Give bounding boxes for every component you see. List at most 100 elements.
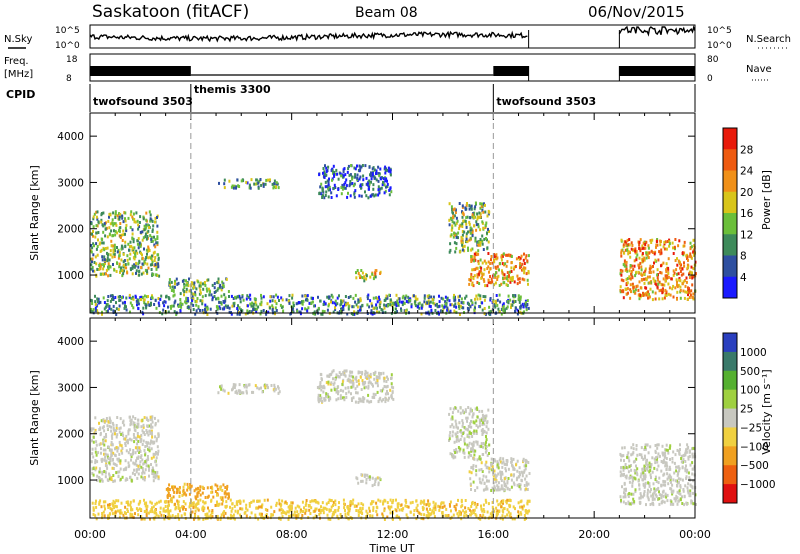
- cell-1: [145, 510, 148, 514]
- cell-0: [123, 259, 126, 263]
- cell-7: [471, 283, 474, 287]
- cell-1: [233, 517, 236, 521]
- cell-7: [499, 473, 502, 476]
- cell-6: [485, 445, 488, 448]
- cell-0: [116, 470, 119, 474]
- cell-1: [202, 509, 205, 513]
- cell-0: [156, 452, 159, 456]
- cell-6: [454, 223, 457, 227]
- cell-3: [218, 181, 220, 185]
- cell-8: [639, 249, 642, 253]
- cell-8: [672, 450, 675, 454]
- cell-7: [513, 265, 516, 269]
- cell-7: [476, 281, 479, 284]
- cell-1: [134, 512, 136, 516]
- cell-4: [358, 194, 361, 198]
- cell-1: [192, 303, 195, 307]
- cell-6: [488, 229, 490, 233]
- cell-1: [286, 510, 289, 514]
- cell-1: [430, 295, 433, 299]
- cell-8: [635, 464, 637, 468]
- cell-7: [478, 270, 481, 274]
- cell-0: [113, 222, 116, 226]
- cell-6: [471, 247, 474, 251]
- cell-2: [199, 291, 202, 295]
- cell-1: [465, 513, 468, 517]
- cell-0: [130, 455, 133, 459]
- cell-1: [170, 304, 173, 308]
- cell-1: [429, 507, 431, 511]
- cell-0: [138, 270, 141, 274]
- cell-8: [659, 252, 662, 256]
- cell-8: [670, 277, 673, 281]
- cell-1: [379, 499, 382, 503]
- cell-1: [109, 299, 112, 303]
- cell-0: [153, 243, 156, 247]
- cell-7: [519, 266, 521, 270]
- cell-0: [142, 425, 145, 429]
- cell-0: [108, 226, 111, 230]
- cell-6: [461, 222, 464, 226]
- cell-7: [507, 467, 510, 471]
- cell-1: [197, 499, 200, 503]
- cell-8: [620, 251, 623, 255]
- cell-0: [145, 218, 148, 222]
- cell-8: [674, 286, 677, 290]
- cell-4: [389, 187, 392, 191]
- cell-1: [375, 296, 378, 300]
- cell-1: [153, 303, 156, 306]
- cell-4: [356, 164, 358, 168]
- cell-1: [312, 509, 315, 513]
- cell-4: [372, 183, 375, 187]
- cell-0: [94, 255, 97, 259]
- cell-0: [95, 466, 98, 470]
- cell-4: [386, 384, 389, 388]
- cell-7: [521, 471, 524, 475]
- cell-1: [378, 310, 381, 314]
- cell-4: [354, 189, 357, 193]
- cell-4: [364, 376, 367, 379]
- cell-0: [137, 246, 140, 250]
- cell-1: [384, 499, 387, 503]
- cell-8: [692, 238, 695, 242]
- cell-4: [363, 381, 365, 384]
- cell-1: [401, 508, 404, 512]
- cell-1: [140, 517, 143, 521]
- cell-6: [466, 416, 469, 420]
- cell-1: [395, 304, 398, 307]
- cell-0: [155, 261, 158, 265]
- cell-0: [91, 266, 94, 269]
- nsky-panel-frame: [89, 24, 696, 49]
- cell-0: [136, 442, 139, 446]
- cell-0: [140, 475, 143, 479]
- cell-1: [376, 300, 379, 304]
- cell-1: [152, 505, 155, 509]
- cell-4: [325, 394, 327, 398]
- cell-4: [323, 170, 326, 174]
- cell-6: [473, 224, 476, 228]
- cell-0: [106, 235, 109, 239]
- cell-8: [622, 243, 625, 247]
- cell-4: [333, 388, 336, 392]
- cell-1: [226, 305, 229, 309]
- cell-1: [428, 294, 431, 298]
- cell-0: [104, 262, 106, 266]
- cell-1: [467, 507, 470, 510]
- cell-8: [625, 264, 628, 268]
- cell-4: [337, 385, 340, 389]
- cell-1: [507, 301, 510, 305]
- cell-0: [103, 255, 106, 259]
- cell-1: [129, 512, 132, 516]
- cell-0: [106, 453, 109, 457]
- cell-8: [654, 461, 657, 465]
- power-cbar-tick-label: 28: [740, 144, 753, 156]
- cell-4: [328, 185, 331, 189]
- cell-0: [94, 235, 97, 239]
- cell-2: [199, 485, 202, 489]
- cell-1: [103, 504, 106, 508]
- cell-0: [140, 272, 143, 276]
- cell-8: [636, 284, 639, 288]
- cell-6: [454, 455, 457, 459]
- cell-4: [316, 386, 319, 389]
